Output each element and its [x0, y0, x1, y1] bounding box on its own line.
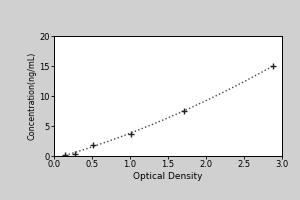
Y-axis label: Concentration(ng/mL): Concentration(ng/mL): [28, 52, 37, 140]
X-axis label: Optical Density: Optical Density: [133, 172, 203, 181]
